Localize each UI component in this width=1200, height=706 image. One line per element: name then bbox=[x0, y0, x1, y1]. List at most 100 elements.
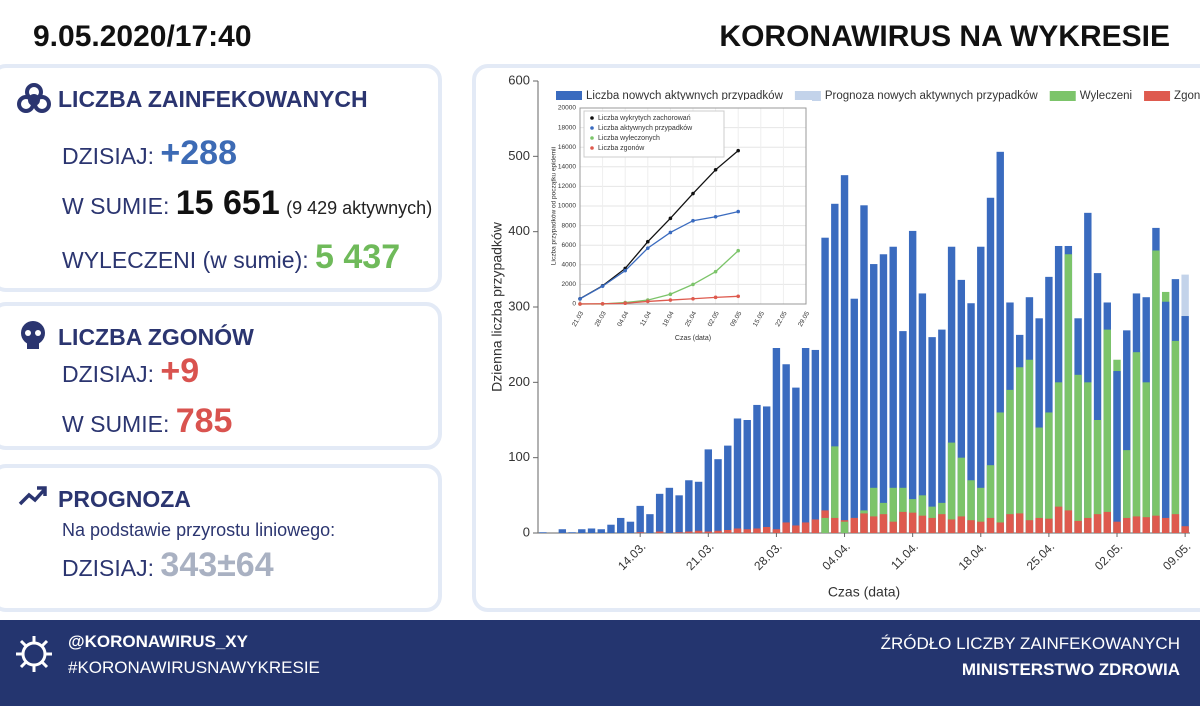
x-tick-label: 11.04. bbox=[888, 539, 921, 572]
bar bbox=[870, 487, 878, 533]
bar bbox=[753, 404, 761, 533]
chart: 0 100 200 300 400 500 600 14.03. 21.03. 28.03. 04.… bbox=[489, 72, 1200, 599]
bar bbox=[782, 522, 790, 533]
bar bbox=[889, 246, 897, 533]
bar bbox=[1006, 389, 1014, 533]
value: +288 bbox=[160, 134, 237, 172]
bar bbox=[1152, 515, 1160, 533]
bar bbox=[1123, 330, 1131, 533]
bar bbox=[899, 511, 907, 533]
note: Na podstawie przyrostu liniowego: bbox=[62, 520, 336, 540]
bar bbox=[704, 531, 712, 533]
legend-marker bbox=[590, 126, 594, 130]
bar bbox=[1045, 412, 1053, 533]
bar bbox=[655, 531, 664, 533]
legend-label: Liczba wykrytych zachorowań bbox=[598, 115, 691, 122]
bar bbox=[957, 457, 966, 533]
label: DZISIAJ: bbox=[62, 555, 155, 581]
bar bbox=[1084, 212, 1092, 534]
y-tick-label: 0 bbox=[523, 524, 530, 539]
bar bbox=[1161, 301, 1170, 533]
bar bbox=[1171, 514, 1180, 533]
bar bbox=[1074, 374, 1082, 533]
bar bbox=[1161, 517, 1170, 533]
y-tick-label: 4000 bbox=[562, 262, 577, 269]
bar bbox=[996, 151, 1004, 533]
legend-label: Liczba zgonów bbox=[598, 145, 645, 152]
bar bbox=[743, 420, 751, 533]
bar bbox=[928, 517, 936, 533]
virus-icon bbox=[16, 636, 52, 672]
bar bbox=[918, 293, 927, 533]
legend-label: Wyleczeni bbox=[1080, 90, 1132, 102]
bar bbox=[1171, 340, 1180, 533]
bar bbox=[801, 340, 810, 533]
bar bbox=[675, 532, 683, 533]
bar bbox=[714, 459, 722, 533]
bar bbox=[636, 505, 644, 533]
bar bbox=[811, 349, 820, 533]
bar bbox=[724, 529, 732, 533]
source-label: ŹRÓDŁO LICZBY ZAINFEKOWANYCH bbox=[880, 634, 1180, 653]
bar bbox=[1035, 318, 1043, 533]
label: W SUMIE: bbox=[62, 193, 170, 219]
y-tick-label: 10000 bbox=[558, 203, 576, 210]
x-tick-label: 25.04. bbox=[1024, 539, 1057, 572]
bar bbox=[996, 412, 1004, 533]
bar bbox=[665, 487, 674, 533]
bar bbox=[831, 517, 839, 533]
bar bbox=[685, 480, 693, 533]
bar bbox=[977, 487, 985, 533]
bar bbox=[1045, 276, 1053, 533]
bar bbox=[1054, 382, 1063, 533]
bar bbox=[928, 337, 936, 533]
y-tick-label: 600 bbox=[508, 72, 530, 87]
y-axis-title: Dzienna liczba przypadków bbox=[489, 221, 505, 392]
bar bbox=[908, 230, 917, 533]
bar bbox=[646, 514, 654, 533]
bar bbox=[694, 530, 703, 533]
bar bbox=[889, 521, 897, 533]
bar bbox=[870, 516, 878, 533]
bar bbox=[782, 364, 790, 533]
y-tick-label: 300 bbox=[508, 298, 530, 313]
bar bbox=[1142, 382, 1150, 533]
bar bbox=[587, 528, 596, 533]
active-note: (9 429 aktywnych) bbox=[286, 198, 433, 218]
series-line bbox=[579, 295, 739, 305]
bar bbox=[1093, 273, 1102, 533]
y-tick-label: 2000 bbox=[562, 281, 577, 288]
y-tick-label: 14000 bbox=[558, 164, 576, 171]
bar bbox=[918, 495, 927, 533]
bar bbox=[1152, 250, 1160, 533]
bar bbox=[772, 529, 781, 533]
x-tick-label: 09.05. bbox=[1160, 539, 1193, 572]
bar bbox=[733, 528, 742, 533]
bar bbox=[977, 521, 985, 533]
bar bbox=[1064, 254, 1073, 533]
y-tick-label: 16000 bbox=[558, 144, 576, 151]
source: MINISTERSTWO ZDROWIA bbox=[961, 660, 1180, 679]
bar bbox=[655, 493, 664, 533]
bar bbox=[1142, 517, 1150, 533]
deaths-panel: LICZBA ZGONÓW DZISIAJ: +9 W SUMIE: 785 bbox=[0, 302, 442, 450]
y-axis-title: Liczba przypadków od początku epidemii bbox=[551, 147, 558, 265]
bar bbox=[879, 514, 888, 533]
bar bbox=[724, 445, 732, 533]
x-tick-label: 02.05. bbox=[1092, 539, 1125, 572]
series-line bbox=[579, 210, 739, 300]
panel-title: PROGNOZA bbox=[58, 486, 191, 512]
page-title: KORONAWIRUS NA WYKRESIE bbox=[719, 20, 1170, 53]
x-tick-label: 21.03. bbox=[683, 539, 716, 572]
bar bbox=[743, 529, 751, 533]
bar bbox=[899, 487, 907, 533]
bar bbox=[938, 514, 946, 533]
y-tick-label: 12000 bbox=[558, 183, 576, 190]
bar bbox=[860, 513, 868, 533]
bar bbox=[1016, 513, 1024, 533]
bar bbox=[957, 516, 966, 533]
legend-marker bbox=[590, 136, 594, 140]
bar bbox=[1064, 510, 1073, 533]
legend-swatch bbox=[556, 91, 582, 101]
legend-marker bbox=[590, 146, 594, 150]
